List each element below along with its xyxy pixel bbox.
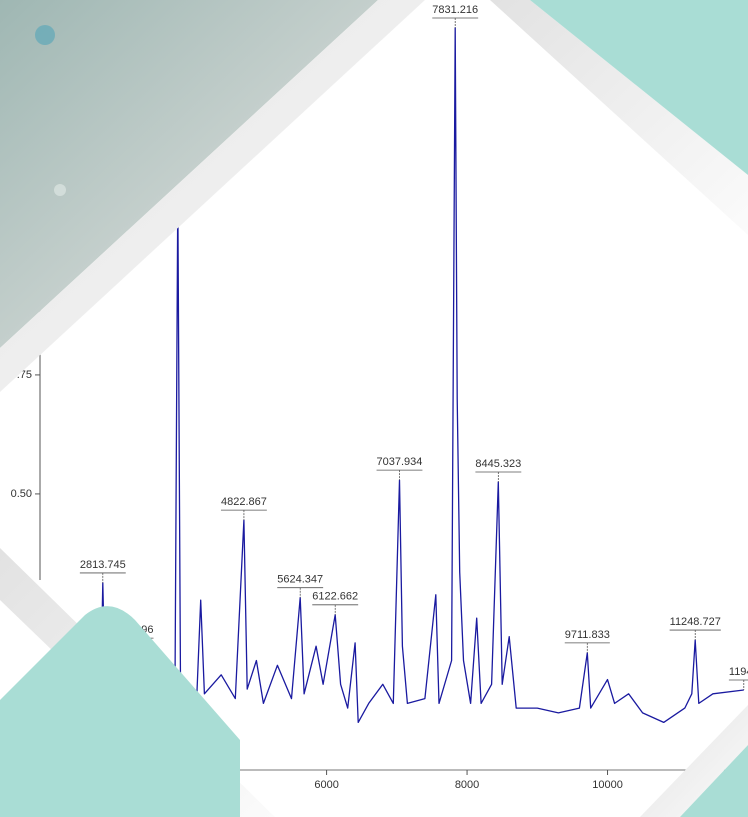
peak-label: 9711.833 — [565, 629, 610, 641]
page: {"chart_data": { "type": "line", "color"… — [0, 0, 748, 817]
photo-cell — [35, 25, 55, 45]
peak-label: 4822.867 — [221, 496, 267, 508]
chart: 0.500.7560008000100002813.7453209.196482… — [0, 0, 748, 817]
peak-label: 11940 — [729, 666, 748, 678]
peak-label: 7831.216 — [432, 4, 478, 16]
photo-cell — [54, 184, 66, 196]
y-tick-label: 0.50 — [11, 488, 32, 500]
peak-label: 11248.727 — [670, 616, 721, 628]
x-tick-label: 10000 — [592, 779, 623, 791]
peak-label: 5624.347 — [277, 574, 323, 586]
peak-label: 6122.662 — [312, 591, 358, 603]
peak-label: 8445.323 — [475, 458, 521, 470]
x-tick-label: 6000 — [314, 779, 338, 791]
x-tick-label: 8000 — [455, 779, 479, 791]
peak-label: 2813.745 — [80, 559, 126, 571]
peak-label: 7037.934 — [377, 456, 423, 468]
